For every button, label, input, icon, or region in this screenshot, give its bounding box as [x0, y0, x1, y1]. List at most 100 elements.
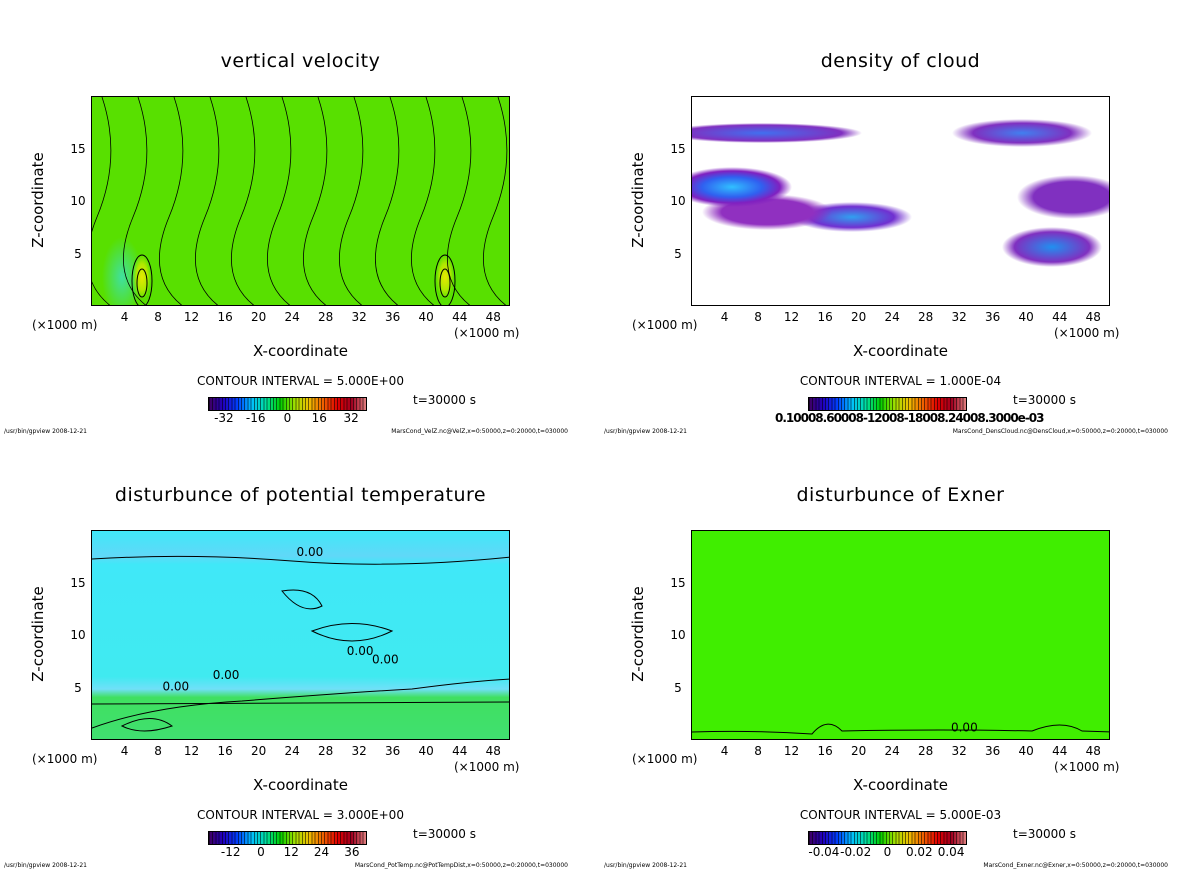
contour-lines: 0.000.000.000.000.00: [92, 545, 509, 732]
contour: [303, 97, 328, 305]
time-label: t=30000 s: [1013, 393, 1076, 407]
footer-right: MarsCond_DensCloud.nc@DensCloud,x=0:5000…: [952, 428, 1168, 435]
contour: [136, 268, 148, 298]
colorbar-tick-label: 36: [344, 845, 360, 859]
footer-left: /usr/bin/gpview 2008-12-21: [4, 428, 87, 435]
x-tick-label: 28: [317, 310, 334, 324]
x-tick-label: 16: [217, 310, 233, 324]
contour: [310, 623, 394, 642]
plot-panel: density of cloud Z-coordinate X-coordina…: [600, 0, 1200, 435]
x-tick-label: 44: [452, 310, 468, 324]
x-unit-label: (×1000 m): [1054, 760, 1120, 774]
x-tick-label: 44: [1052, 310, 1068, 324]
colorbar-tick-label: 0.04: [937, 845, 965, 859]
colorbar-tick-label: -16: [245, 411, 266, 425]
footer-left: /usr/bin/gpview 2008-12-21: [4, 862, 87, 869]
plot-title: density of cloud: [820, 50, 981, 72]
x-tick-label: 44: [452, 744, 468, 758]
x-tick-label: 28: [317, 744, 334, 758]
contour-label: 0.00: [347, 644, 374, 658]
plot-area: 0.00: [691, 530, 1110, 740]
y-tick-label: 10: [670, 194, 686, 208]
colorbar: [208, 831, 367, 845]
x-tick-label: 12: [183, 310, 200, 324]
plot-area: [691, 96, 1110, 306]
x-unit-label: (×1000 m): [32, 752, 98, 766]
contour-label: 0.00: [162, 680, 189, 694]
plot-area: [91, 96, 510, 306]
x-tick-label: 40: [418, 310, 434, 324]
colorbar-tick-label: 32: [343, 411, 359, 425]
x-tick-label: 16: [817, 744, 833, 758]
contour-label: 0.00: [297, 545, 324, 559]
contour: [411, 97, 436, 305]
y-axis-label: Z-coordinate: [629, 586, 647, 682]
contour: [375, 97, 400, 305]
x-tick-label: 8: [154, 310, 162, 324]
x-tick-label: 36: [385, 310, 401, 324]
colorbar-tick-label: 16: [311, 411, 327, 425]
contour: [123, 97, 148, 305]
time-label: t=30000 s: [1013, 827, 1076, 841]
x-tick-label: 32: [951, 744, 967, 758]
y-tick-label: 10: [670, 628, 686, 642]
contour: [439, 268, 451, 298]
contour: [92, 555, 509, 565]
x-tick-label: 4: [120, 310, 129, 324]
contour: [692, 723, 1109, 735]
contour: [131, 254, 153, 305]
contour: [267, 97, 292, 305]
colorbar: [808, 831, 967, 845]
x-tick-label: 40: [1018, 744, 1034, 758]
contour-interval: CONTOUR INTERVAL = 5.000E+00: [197, 374, 404, 388]
x-tick-label: 20: [850, 310, 867, 324]
x-tick-label: 16: [817, 310, 833, 324]
y-tick-label: 5: [674, 680, 682, 695]
time-label: t=30000 s: [413, 827, 476, 841]
x-tick-label: 24: [884, 310, 900, 324]
x-tick-label: 4: [120, 744, 129, 758]
plot-title: disturbunce of Exner: [796, 484, 1005, 506]
x-tick-label: 20: [250, 744, 267, 758]
plot-title: disturbunce of potential temperature: [114, 484, 487, 506]
colorbar: [208, 397, 367, 411]
contour-label: 0.00: [213, 668, 240, 682]
colorbar-tick-label: -0.02: [840, 845, 872, 859]
contour-label: 0.00: [372, 652, 399, 666]
colorbar-tick-label: 24: [313, 845, 330, 859]
contour-lines: 0.00: [692, 721, 1109, 735]
x-tick-label: 36: [985, 310, 1001, 324]
y-tick-label: 10: [70, 194, 86, 208]
plot-title: vertical velocity: [220, 50, 381, 72]
contour-label: 0.00: [951, 721, 978, 735]
contour: [483, 97, 508, 305]
x-tick-label: 8: [754, 744, 762, 758]
contour-lines: [92, 97, 508, 305]
y-tick-label: 10: [70, 628, 86, 642]
colorbar-tick-label: 0: [257, 845, 265, 859]
x-unit-label: (×1000 m): [32, 318, 98, 332]
colorbar-tick-label: -32: [214, 411, 234, 425]
contour-lines: [692, 97, 1110, 306]
contour: [281, 589, 323, 610]
x-tick-label: 12: [783, 310, 800, 324]
x-axis-label: X-coordinate: [253, 776, 348, 794]
x-tick-label: 48: [1085, 310, 1101, 324]
contour: [92, 97, 112, 305]
x-tick-label: 36: [385, 744, 401, 758]
plot-panel: disturbunce of potential temperature 0.0…: [0, 434, 600, 869]
colorbar-tick-label: -0.04: [808, 845, 840, 859]
contour: [339, 97, 364, 305]
contour: [120, 718, 174, 732]
contour-interval: CONTOUR INTERVAL = 5.000E-03: [799, 808, 1002, 822]
contour: [447, 97, 472, 305]
contour: [434, 254, 456, 305]
x-tick-label: 12: [783, 744, 800, 758]
x-tick-label: 32: [351, 310, 367, 324]
contour: [159, 97, 184, 305]
x-tick-label: 32: [351, 744, 367, 758]
contour: [231, 97, 256, 305]
x-axis-label: X-coordinate: [853, 342, 948, 360]
x-unit-label: (×1000 m): [1054, 326, 1120, 340]
contour: [92, 678, 509, 729]
